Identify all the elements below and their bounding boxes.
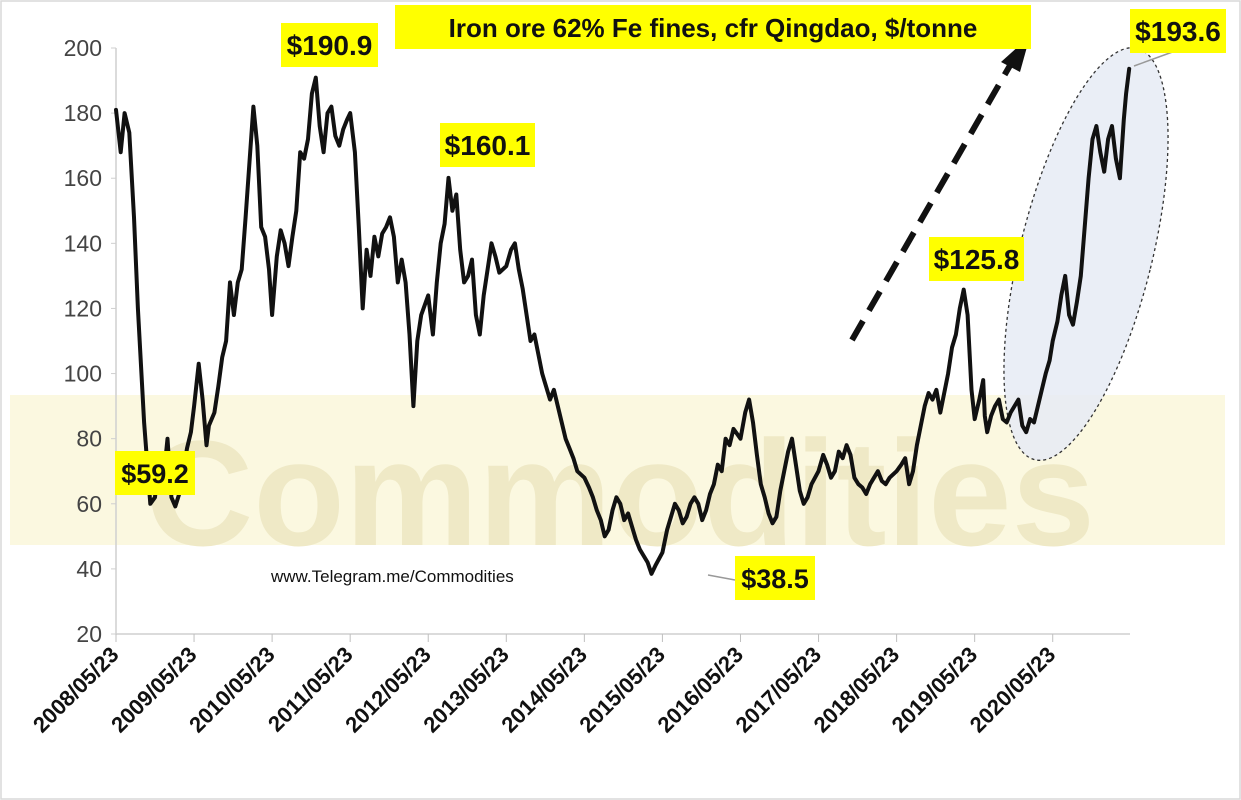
annotation-190-9: $190.9 [281, 23, 378, 67]
annotation-59-2-label: $59.2 [121, 459, 189, 489]
annotation-38-5: $38.5 [707, 556, 815, 600]
annotation-160-1-label: $160.1 [445, 130, 531, 161]
y-tick-label: 200 [64, 35, 102, 61]
y-tick-label: 100 [64, 361, 102, 387]
y-tick-label: 120 [64, 295, 102, 321]
annotation-160-1: $160.1 [440, 123, 535, 167]
annotation-125-8: $125.8 [929, 237, 1024, 281]
price-series-line [114, 66, 1132, 576]
y-axis-ticks: 20 40 60 80 100 120 140 160 180 200 [64, 35, 116, 647]
watermark-logo: Commodities [145, 409, 1095, 577]
y-tick-label: 80 [76, 426, 102, 452]
title-background [395, 5, 1031, 49]
y-tick-label: 160 [64, 165, 102, 191]
y-tick-label: 40 [76, 556, 102, 582]
y-tick-label: 180 [64, 100, 102, 126]
annotation-59-2: $59.2 [115, 451, 195, 495]
source-url: www.Telegram.me/Commodities [270, 567, 514, 586]
annotation-125-8-label: $125.8 [934, 244, 1020, 275]
y-tick-label: 60 [76, 491, 102, 517]
y-tick-label: 140 [64, 230, 102, 256]
trend-arrow-shaft [849, 60, 1015, 342]
recent-rally-highlight [1003, 47, 1169, 461]
y-tick-label: 20 [76, 621, 102, 647]
annotation-38-5-label: $38.5 [741, 564, 809, 594]
annotation-190-9-label: $190.9 [287, 30, 373, 61]
annotation-193-6: $193.6 [1130, 9, 1226, 67]
chart-title: Iron ore 62% Fe fines, cfr Qingdao, $/to… [449, 13, 978, 43]
annotation-193-6-label: $193.6 [1135, 16, 1221, 47]
